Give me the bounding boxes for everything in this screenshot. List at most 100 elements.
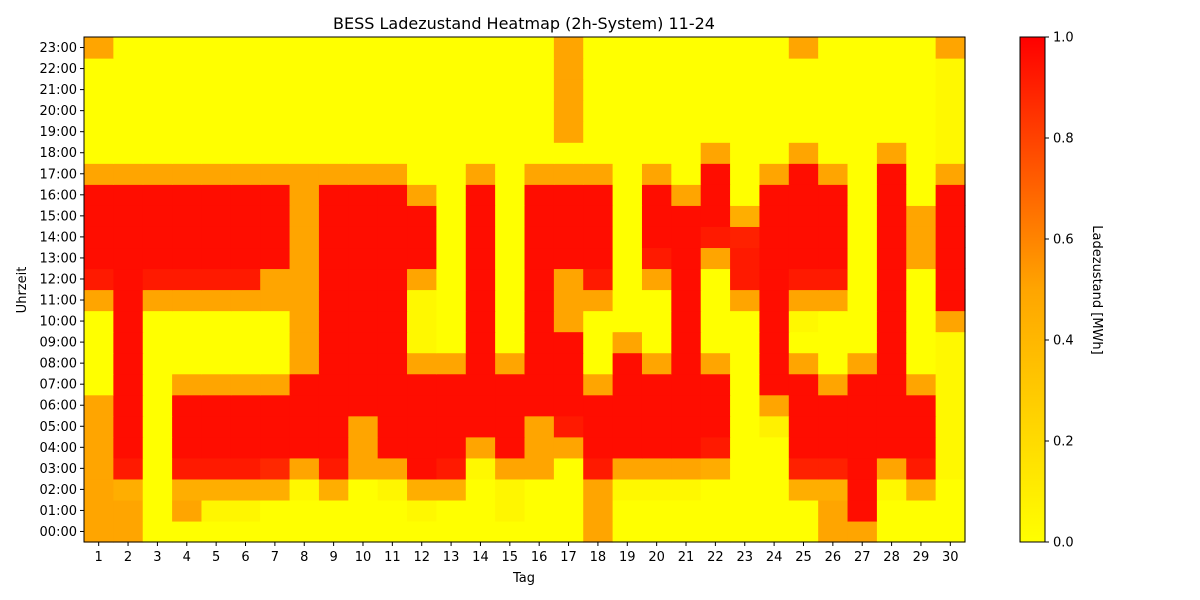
heatmap-cell xyxy=(671,457,702,480)
heatmap-cell xyxy=(495,436,526,459)
heatmap-cell xyxy=(730,478,761,501)
heatmap-cell xyxy=(730,205,761,227)
heatmap-cell xyxy=(876,310,907,333)
heatmap-cell xyxy=(142,163,173,185)
heatmap-cell xyxy=(407,163,437,185)
heatmap-cell xyxy=(730,373,761,396)
x-axis: 1 2 3 4 5 6 7 8 9 10 11 12 13 14 15 16 17 18 19 20 21 22 23 24 2… xyxy=(95,542,959,565)
y-axis: 00:00 01:00 02:00 03:00 04:00 05:00 06:00 07:00… xyxy=(40,41,84,540)
heatmap-cell xyxy=(583,289,614,312)
heatmap-cell xyxy=(201,142,232,164)
heatmap-cell xyxy=(876,100,907,122)
heatmap-cell xyxy=(818,331,849,354)
heatmap-cell xyxy=(906,520,937,543)
heatmap-cell xyxy=(671,289,702,312)
heatmap-cell xyxy=(818,373,849,396)
heatmap-cell xyxy=(759,100,790,122)
heatmap-cell xyxy=(230,121,261,143)
heatmap-cell xyxy=(465,520,496,543)
heatmap-cell xyxy=(759,331,790,354)
heatmap-cell xyxy=(641,436,672,459)
heatmap-cell xyxy=(465,478,496,501)
heatmap-cell xyxy=(407,247,437,270)
heatmap-cell xyxy=(113,163,144,185)
heatmap-cell xyxy=(172,415,203,438)
heatmap-cell xyxy=(260,79,291,101)
heatmap-cell xyxy=(524,142,555,164)
heatmap-cell xyxy=(289,373,320,396)
heatmap-cell xyxy=(524,100,555,122)
heatmap-cell xyxy=(407,268,437,291)
heatmap-cell xyxy=(260,163,291,185)
x-tick-label: 13 xyxy=(443,550,460,565)
heatmap-cell xyxy=(289,457,320,480)
heatmap-cell xyxy=(260,289,291,312)
heatmap-cell xyxy=(847,352,878,375)
heatmap-cell xyxy=(495,142,526,164)
heatmap-cell xyxy=(583,58,614,80)
heatmap-cell xyxy=(113,247,144,270)
heatmap-cell xyxy=(172,142,203,164)
y-tick-label: 06:00 xyxy=(40,399,77,414)
heatmap-cell xyxy=(84,415,114,438)
heatmap-cell xyxy=(847,79,878,101)
heatmap-cell xyxy=(641,415,672,438)
heatmap-cell xyxy=(260,352,291,375)
heatmap-cell xyxy=(876,415,907,438)
heatmap-cell xyxy=(172,289,203,312)
heatmap-cell xyxy=(230,289,261,312)
heatmap-cell xyxy=(377,100,408,122)
heatmap-cell xyxy=(201,163,232,185)
y-tick-label: 09:00 xyxy=(40,336,77,351)
heatmap-cell xyxy=(495,184,526,206)
heatmap-cell xyxy=(348,478,379,501)
heatmap-cell xyxy=(818,37,849,59)
x-tick-label: 18 xyxy=(590,550,607,565)
heatmap-cell xyxy=(230,247,261,270)
heatmap-cell xyxy=(583,142,614,164)
heatmap-cell xyxy=(612,163,643,185)
heatmap-cell xyxy=(935,436,966,459)
heatmap-cell xyxy=(172,268,203,291)
heatmap-cell xyxy=(348,121,379,143)
heatmap-cell xyxy=(553,268,584,291)
heatmap-cell xyxy=(260,205,291,227)
heatmap-cell xyxy=(788,352,819,375)
heatmap-cell xyxy=(612,373,643,396)
heatmap-cell xyxy=(84,373,114,396)
heatmap-cell xyxy=(583,436,614,459)
x-tick-label: 12 xyxy=(413,550,430,565)
heatmap-cell xyxy=(700,331,731,354)
y-tick-label: 21:00 xyxy=(40,83,77,98)
heatmap-cell xyxy=(113,142,144,164)
heatmap-cell xyxy=(612,79,643,101)
heatmap-cell xyxy=(524,436,555,459)
heatmap-cell xyxy=(318,457,349,480)
colorbar-tick-label: 0.4 xyxy=(1053,334,1074,349)
heatmap-cell xyxy=(201,457,232,480)
heatmap-cell xyxy=(671,37,702,59)
heatmap-cell xyxy=(553,415,584,438)
heatmap-cell xyxy=(788,268,819,291)
heatmap-cell xyxy=(230,436,261,459)
heatmap-cell xyxy=(700,499,731,522)
heatmap-cell xyxy=(230,373,261,396)
heatmap-cell xyxy=(553,142,584,164)
heatmap-cell xyxy=(348,352,379,375)
heatmap-cell xyxy=(524,331,555,354)
heatmap-cell xyxy=(641,310,672,333)
heatmap-cell xyxy=(935,121,966,143)
heatmap-cell xyxy=(935,226,966,249)
heatmap-cell xyxy=(201,310,232,333)
heatmap-cell xyxy=(730,142,761,164)
heatmap-cell xyxy=(818,520,849,543)
heatmap-cell xyxy=(612,310,643,333)
heatmap-cell xyxy=(906,352,937,375)
heatmap-cell xyxy=(935,163,966,185)
heatmap-cell xyxy=(260,331,291,354)
heatmap-cell xyxy=(465,499,496,522)
heatmap-cell xyxy=(730,268,761,291)
heatmap-cell xyxy=(641,79,672,101)
heatmap-cell xyxy=(495,205,526,227)
heatmap-cell xyxy=(84,79,114,101)
